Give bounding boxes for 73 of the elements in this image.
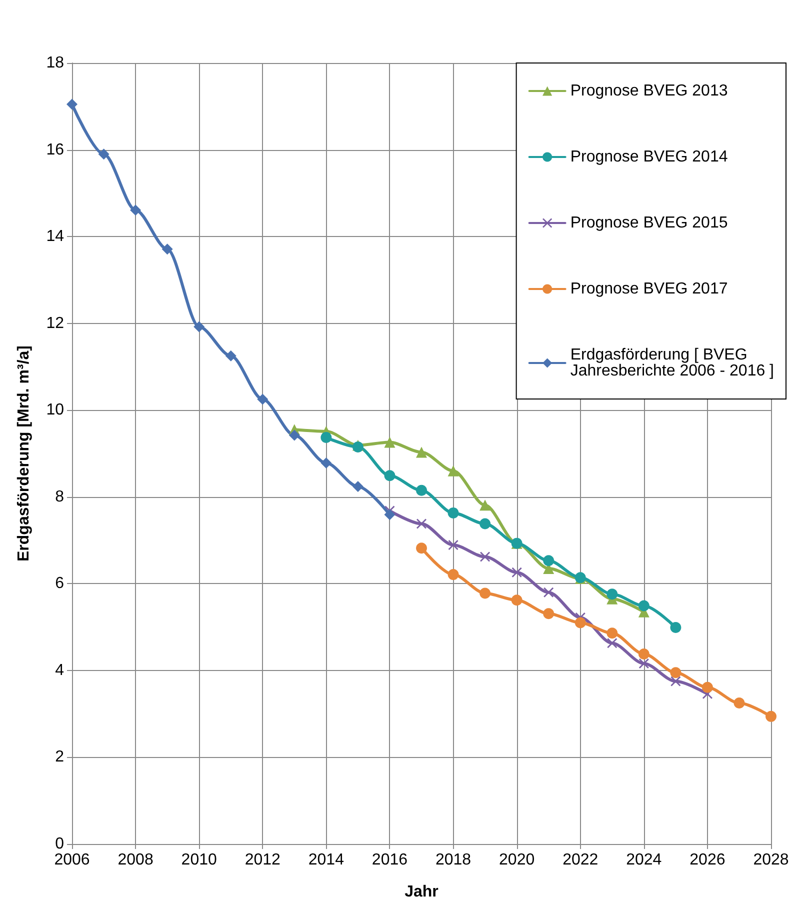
legend-label: Erdgasförderung [ BVEG Jahresberichte 2006 - 2016 ] [570, 346, 774, 380]
point [480, 500, 491, 511]
point [670, 676, 681, 686]
y-tick-label: 12 [46, 314, 64, 332]
point [416, 518, 426, 529]
point [702, 682, 713, 693]
x-tick-label: 2024 [626, 852, 662, 868]
x-tick-label: 2018 [435, 852, 472, 868]
point [448, 507, 459, 518]
point [543, 608, 554, 620]
point [320, 432, 332, 443]
point [670, 667, 682, 678]
point [194, 321, 205, 332]
point [416, 446, 427, 458]
point [448, 569, 459, 580]
point [480, 518, 491, 530]
legend-label: Prognose BVEG 2014 [570, 148, 728, 166]
point [66, 98, 78, 110]
point [448, 465, 459, 476]
x-tick-label: 2006 [54, 852, 90, 868]
point [352, 480, 364, 492]
point [766, 710, 776, 722]
x-tick-label: 2014 [308, 852, 344, 868]
legend-label: Prognose BVEG 2015 [570, 214, 728, 232]
y-axis-title: Erdgasförderung [Mrd. m³/a] [16, 345, 32, 562]
point [162, 244, 173, 255]
point [480, 588, 491, 599]
point [543, 555, 554, 566]
point [225, 350, 236, 362]
x-tick-label: 2028 [753, 852, 789, 868]
point [511, 594, 522, 606]
x-axis-title: Jahr [404, 884, 438, 900]
x-tick-label: 2012 [244, 852, 281, 868]
point [544, 587, 554, 598]
point [638, 658, 649, 668]
point [288, 430, 300, 441]
x-tick-label: 2008 [118, 852, 154, 868]
x-tick-label: 2020 [499, 852, 535, 868]
y-tick-label: 2 [55, 748, 64, 766]
point [98, 148, 110, 160]
x-tick-label: 2026 [690, 852, 726, 868]
point [512, 567, 522, 578]
legend-label: Prognose BVEG 2017 [570, 280, 728, 298]
point [448, 540, 458, 550]
point [606, 588, 618, 600]
y-tick-label: 14 [46, 228, 64, 246]
point [384, 470, 396, 482]
point [257, 394, 268, 405]
y-tick-label: 6 [55, 575, 64, 592]
point [384, 509, 396, 520]
point [416, 484, 427, 496]
point [130, 204, 142, 216]
point [606, 628, 618, 639]
point [574, 617, 586, 628]
point [416, 542, 427, 554]
y-tick-label: 16 [46, 141, 64, 158]
point [734, 697, 745, 708]
y-tick-label: 10 [46, 402, 64, 419]
y-tick-label: 18 [46, 54, 64, 72]
point [638, 600, 650, 612]
y-tick-label: 4 [55, 662, 64, 679]
x-tick-label: 2010 [181, 852, 217, 868]
y-tick-label: 8 [55, 488, 64, 506]
point [320, 458, 332, 469]
x-tick-label: 2022 [562, 852, 598, 868]
point [670, 622, 682, 633]
legend-label: Prognose BVEG 2013 [570, 82, 728, 100]
point [480, 552, 490, 562]
x-tick-label: 2016 [372, 852, 408, 868]
point [638, 648, 650, 660]
y-tick-label: 0 [55, 836, 64, 852]
point [607, 638, 618, 648]
point [384, 436, 396, 448]
